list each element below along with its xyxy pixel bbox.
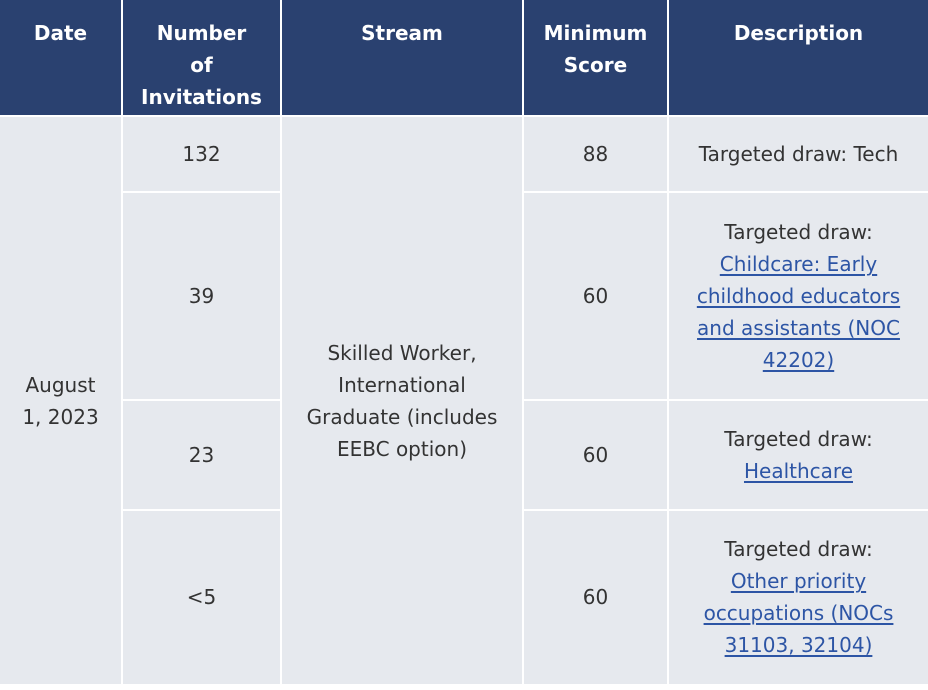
header-description-line: Description <box>733 21 864 45</box>
stream-line: Skilled Worker, <box>327 340 477 365</box>
link-line[interactable]: occupations (NOCs <box>703 601 894 626</box>
description-prefix: Targeted draw: <box>724 427 873 452</box>
minimum-score-cell: 60 <box>522 192 668 402</box>
childcare-noc-link[interactable]: Childcare: Early childhood educators and… <box>677 248 920 376</box>
header-invitations-line: of <box>190 53 213 77</box>
link-line[interactable]: and assistants (NOC <box>697 316 900 341</box>
description-prefix: Targeted draw: <box>724 220 873 245</box>
link-line[interactable]: 42202) <box>762 348 835 373</box>
date-line: August <box>25 372 96 397</box>
minimum-score-cell: 88 <box>522 116 668 194</box>
link-line[interactable]: childhood educators <box>696 284 901 309</box>
minimum-score-cell: 60 <box>522 400 668 511</box>
invitations-cell: <5 <box>121 509 281 687</box>
description-cell: Targeted draw: Tech <box>667 116 928 194</box>
table-row: August 1, 2023 132 Skilled Worker, Inter… <box>0 116 928 686</box>
link-line[interactable]: Other priority <box>730 569 867 594</box>
header-date-line: Date <box>33 21 88 45</box>
stream-line: International <box>338 372 466 397</box>
invitations-cell: 132 <box>121 116 281 194</box>
description-cell: Targeted draw: Other priority occupation… <box>667 509 928 687</box>
header-description: Description <box>667 0 928 117</box>
header-row: Date Number of Invitations Stream Minimu… <box>0 0 928 117</box>
stream-line: Graduate (includes <box>306 404 498 429</box>
header-invitations-line: Number <box>156 21 247 45</box>
table-row: 23 60 Targeted draw: Healthcare <box>0 400 928 511</box>
healthcare-link[interactable]: Healthcare <box>677 455 920 487</box>
link-line[interactable]: 31103, 32104) <box>724 633 873 658</box>
header-minimum-score-line: Minimum <box>543 21 648 45</box>
invitations-cell: 23 <box>121 400 281 511</box>
minimum-score-cell: 60 <box>522 509 668 687</box>
header-date: Date <box>0 0 122 117</box>
link-line[interactable]: Childcare: Early <box>719 252 878 277</box>
header-minimum-score: Minimum Score <box>522 0 668 117</box>
description-cell: Targeted draw: Healthcare <box>667 400 928 511</box>
link-line[interactable]: Healthcare <box>743 459 853 484</box>
date-cell: August 1, 2023 <box>0 116 122 686</box>
stream-cell: Skilled Worker, International Graduate (… <box>280 116 523 686</box>
header-stream-line: Stream <box>361 21 443 45</box>
table-row: <5 60 Targeted draw: Other priority occu… <box>0 509 928 687</box>
header-stream: Stream <box>280 0 523 117</box>
header-minimum-score-line: Score <box>563 53 628 77</box>
other-priority-occupations-link[interactable]: Other priority occupations (NOCs 31103, … <box>677 565 920 661</box>
description-prefix: Targeted draw: Tech <box>698 142 899 167</box>
description-cell: Targeted draw: Childcare: Early childhoo… <box>667 192 928 402</box>
invitations-cell: 39 <box>121 192 281 402</box>
header-number-of-invitations: Number of Invitations <box>121 0 281 117</box>
table-row: 39 60 Targeted draw: Childcare: Early ch… <box>0 192 928 402</box>
header-invitations-line: Invitations <box>141 85 262 109</box>
date-line: 1, 2023 <box>22 404 99 429</box>
stream-line: EEBC option) <box>336 436 467 461</box>
description-prefix: Targeted draw: <box>724 537 873 562</box>
